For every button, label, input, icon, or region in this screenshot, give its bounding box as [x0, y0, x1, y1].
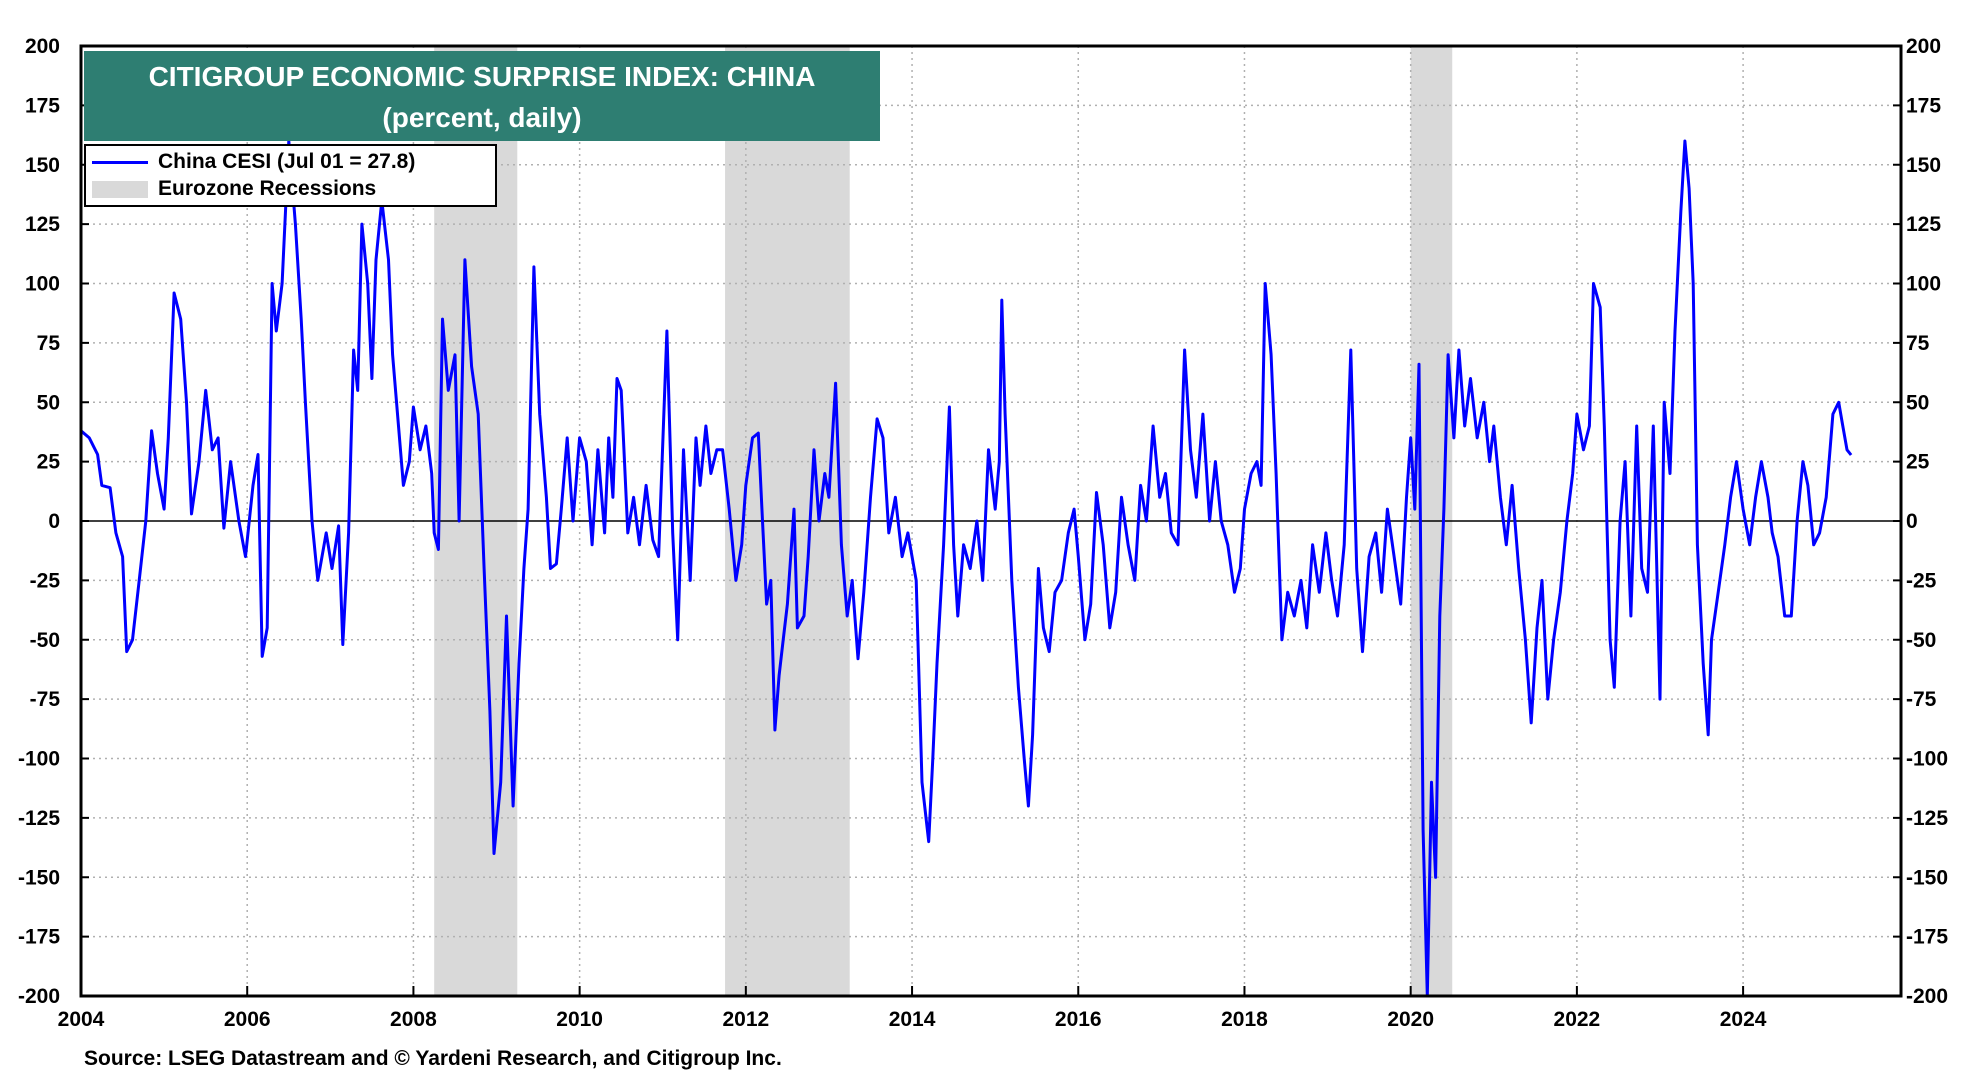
y-tick-label-right: -25 — [1906, 569, 1937, 592]
y-tick-label-right: -125 — [1906, 807, 1948, 830]
y-tick-label-right: 125 — [1906, 213, 1941, 236]
y-tick-label-left: 25 — [37, 451, 61, 474]
x-tick-label: 2022 — [1554, 1008, 1601, 1031]
x-tick-label: 2006 — [224, 1008, 271, 1031]
legend-label-recessions: Eurozone Recessions — [158, 177, 377, 200]
legend-box-swatch — [92, 180, 148, 198]
y-tick-label-right: 0 — [1906, 510, 1918, 533]
x-tick-label: 2016 — [1055, 1008, 1102, 1031]
chart-title-box: CITIGROUP ECONOMIC SURPRISE INDEX: CHINA… — [84, 51, 880, 141]
x-tick-label: 2008 — [390, 1008, 437, 1031]
y-tick-label-left: 75 — [37, 332, 61, 355]
x-tick-label: 2012 — [722, 1008, 769, 1031]
legend-label-cesi: China CESI (Jul 01 = 27.8) — [158, 150, 416, 173]
y-tick-label-right: -175 — [1906, 926, 1948, 949]
y-tick-label-right: 100 — [1906, 273, 1941, 296]
y-tick-label-right: 75 — [1906, 332, 1930, 355]
y-tick-label-left: 175 — [25, 94, 60, 117]
y-tick-label-right: -150 — [1906, 866, 1948, 889]
y-tick-label-left: -50 — [30, 629, 60, 652]
legend-item-cesi: China CESI (Jul 01 = 27.8) — [92, 149, 415, 175]
x-tick-label: 2018 — [1221, 1008, 1268, 1031]
x-axis-ticks: 2004 2006 2008 2010 2012 2014 2016 2018 2020 2022… — [58, 986, 1767, 1031]
y-tick-label-left: -100 — [18, 748, 60, 771]
source-note: Source: LSEG Datastream and © Yardeni Re… — [84, 1047, 782, 1070]
x-tick-label: 2014 — [889, 1008, 936, 1031]
chart-subtitle: (percent, daily) — [382, 102, 582, 133]
y-tick-label-right: -200 — [1906, 985, 1948, 1008]
series-lines — [80, 139, 1853, 998]
y-tick-label-left: 0 — [48, 510, 60, 533]
y-tick-label-right: 150 — [1906, 154, 1941, 177]
legend-item-recessions: Eurozone Recessions — [92, 176, 376, 202]
x-tick-label: 2010 — [556, 1008, 603, 1031]
x-tick-label: 2004 — [58, 1008, 105, 1031]
y-tick-label-right: -50 — [1906, 629, 1936, 652]
y-tick-label-left: -75 — [30, 688, 61, 711]
chart-title: CITIGROUP ECONOMIC SURPRISE INDEX: CHINA — [148, 61, 816, 92]
y-tick-label-left: 125 — [25, 213, 60, 236]
x-tick-label: 2024 — [1720, 1008, 1767, 1031]
y-tick-label-right: -75 — [1906, 688, 1937, 711]
legend-line-swatch — [92, 160, 148, 164]
legend: China CESI (Jul 01 = 27.8) Eurozone Rece… — [84, 144, 497, 207]
y-tick-label-right: 50 — [1906, 391, 1929, 414]
y-tick-label-right: 25 — [1906, 451, 1930, 474]
y-tick-label-right: 175 — [1906, 94, 1941, 117]
x-tick-label: 2020 — [1387, 1008, 1434, 1031]
y-tick-label-right: 200 — [1906, 35, 1941, 58]
y-axis-ticks: 200 200 175 175 150 150 125 125 100 100 75 75 50 50 25… — [18, 35, 1948, 1008]
y-tick-label-left: 200 — [25, 35, 60, 58]
y-tick-label-left: -175 — [18, 926, 60, 949]
y-tick-label-left: -125 — [18, 807, 60, 830]
y-tick-label-left: -25 — [30, 569, 61, 592]
y-tick-label-left: 100 — [25, 273, 60, 296]
y-tick-label-left: -200 — [18, 985, 60, 1008]
y-tick-label-left: 50 — [37, 391, 60, 414]
y-tick-label-right: -100 — [1906, 748, 1948, 771]
series-line-0 — [80, 139, 1853, 998]
y-tick-label-left: -150 — [18, 866, 60, 889]
y-tick-label-left: 150 — [25, 154, 60, 177]
